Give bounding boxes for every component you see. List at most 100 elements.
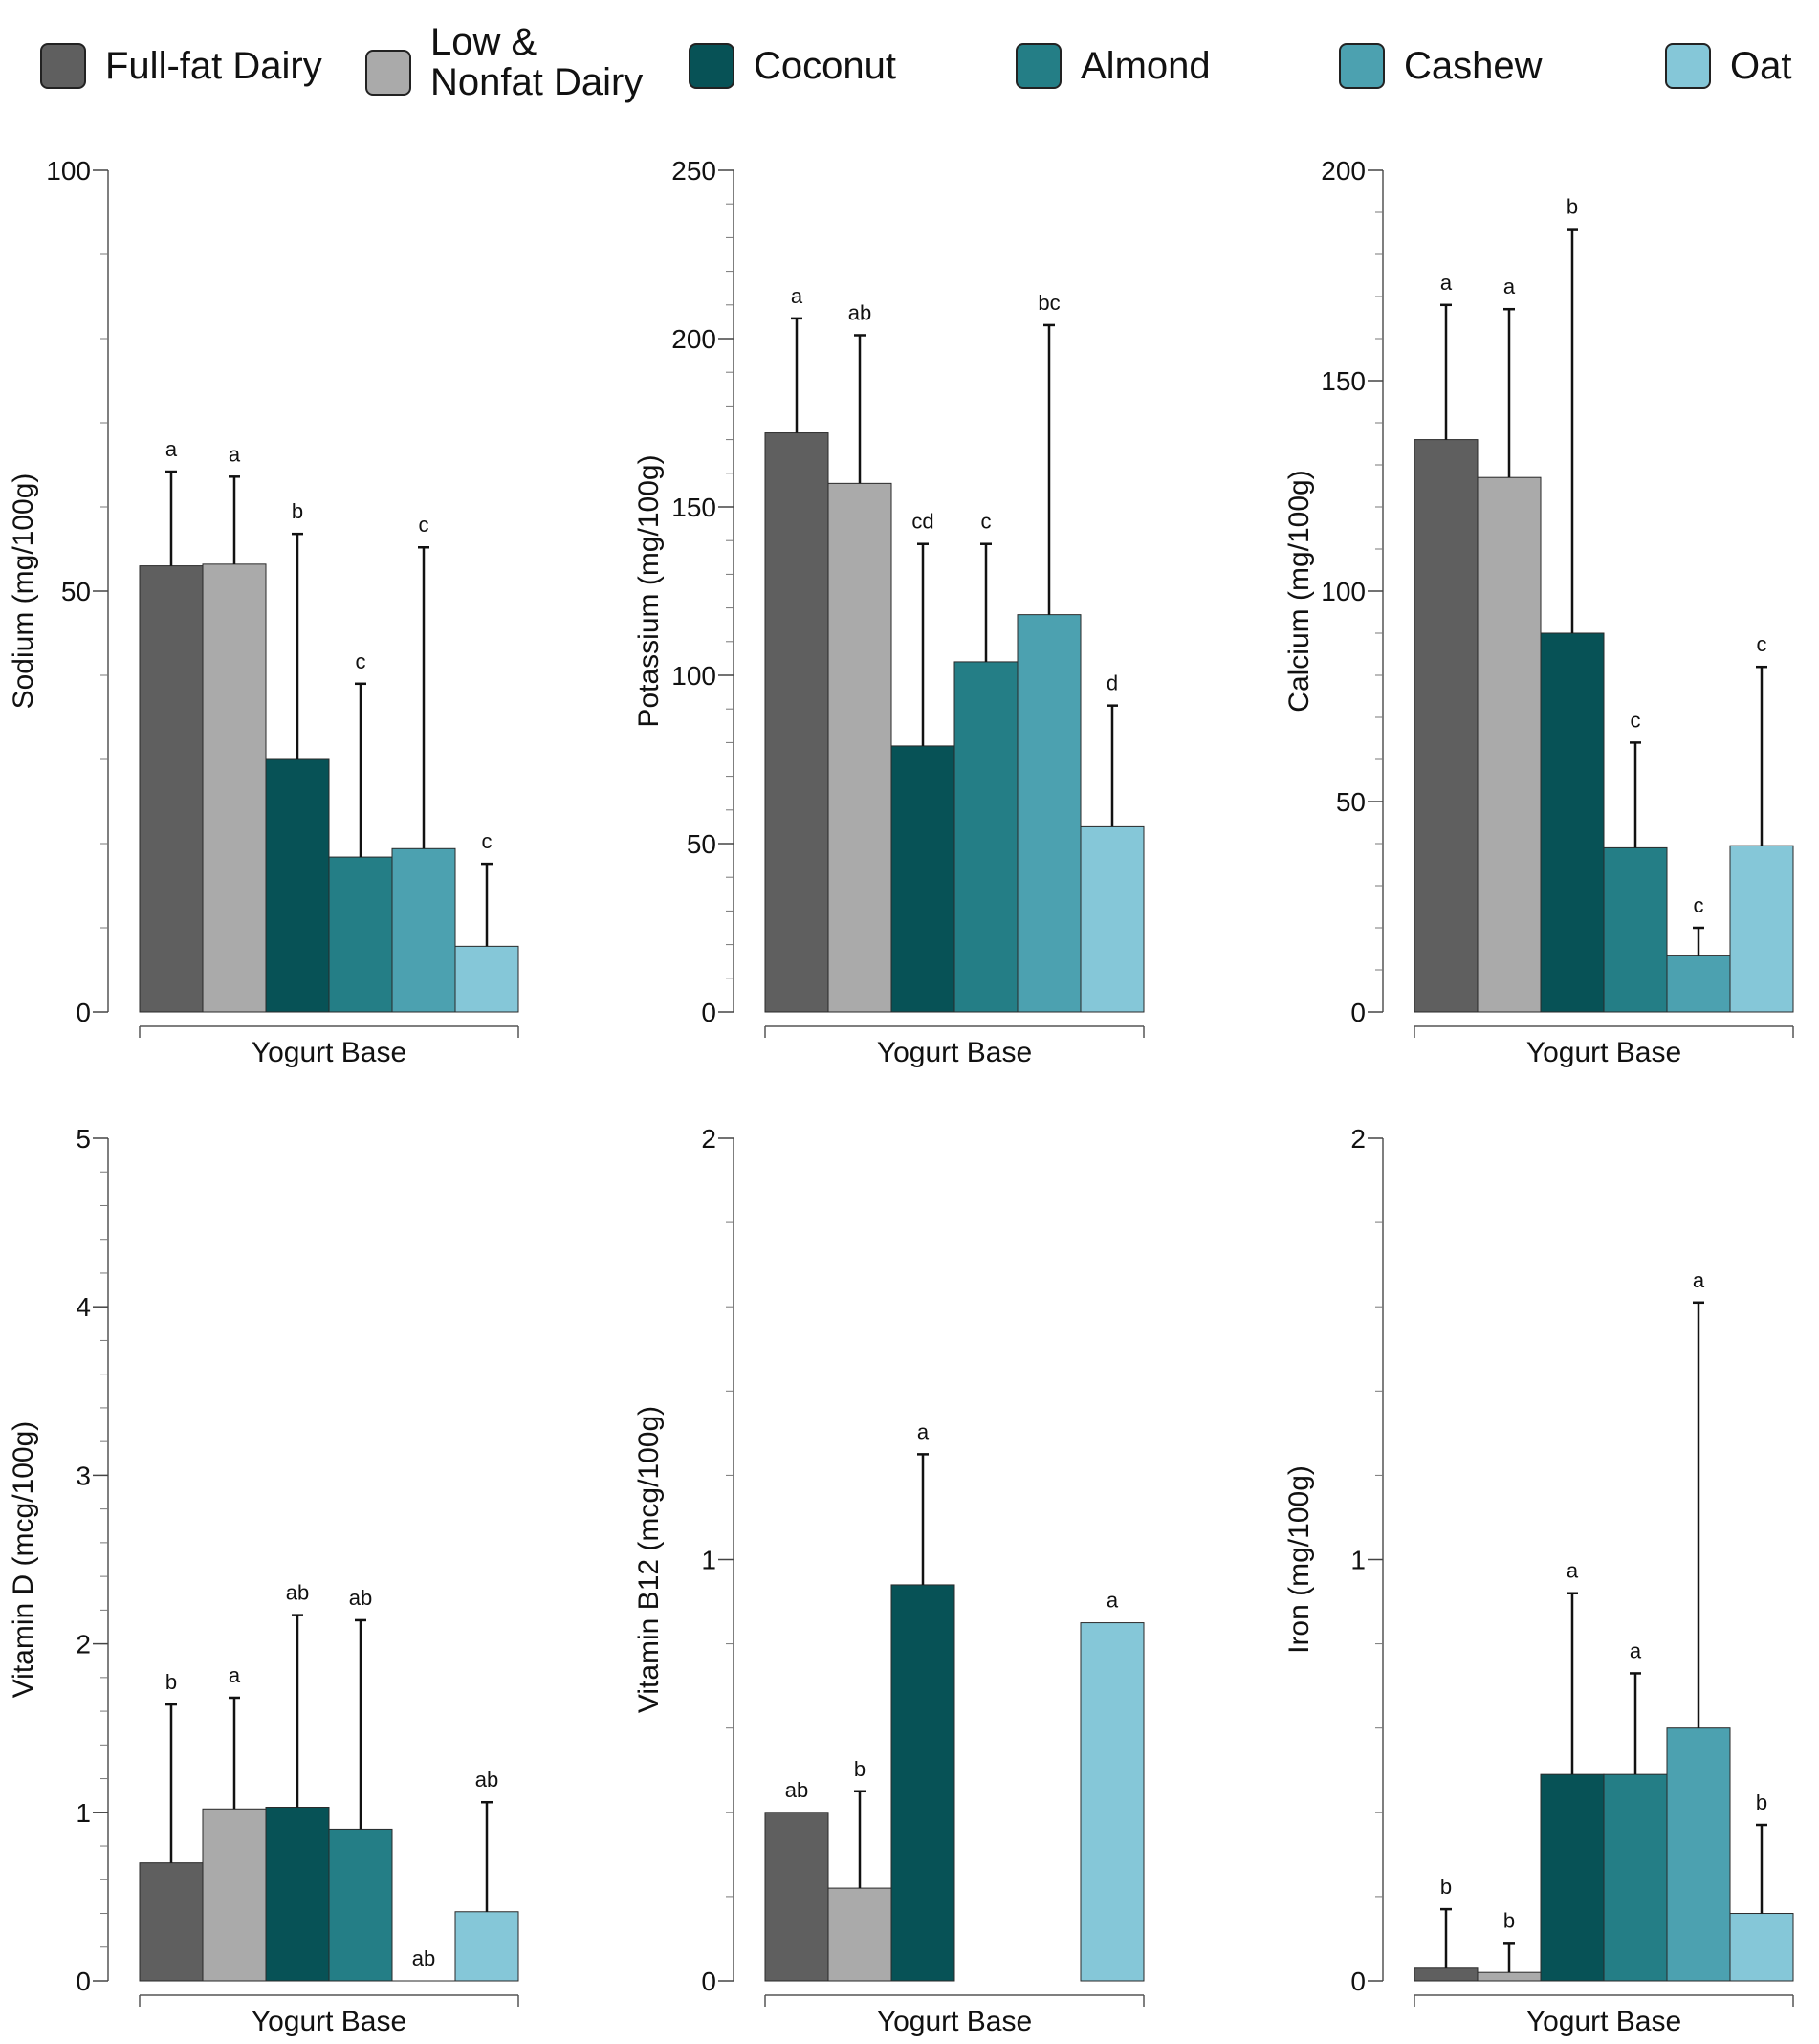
y-axis-label: Potassium (mg/100g): [633, 454, 665, 727]
legend-item: Almond: [1016, 43, 1211, 89]
bar: [1603, 846, 1668, 1013]
y-tick-label: 100: [671, 661, 716, 691]
legend-swatch: [1016, 43, 1062, 89]
significance-letter: a: [1693, 1268, 1705, 1292]
legend-label: Oat: [1730, 45, 1792, 87]
y-tick-label: 0: [76, 998, 91, 1027]
y-tick-label: 0: [76, 1967, 91, 1996]
bar: [827, 482, 892, 1013]
y-tick-label: 4: [76, 1292, 91, 1322]
legend-item: Low & Nonfat Dairy: [365, 22, 643, 102]
bar: [1729, 1913, 1794, 1982]
significance-letter: ab: [412, 1946, 435, 1970]
y-tick-label: 1: [701, 1546, 716, 1575]
y-tick-label: 3: [76, 1461, 91, 1490]
chart-panel: 0 1 2 Iron (mg/100g) b b a a a b Yogurt Base: [1283, 1124, 1794, 2037]
significance-letter: c: [1757, 632, 1767, 656]
significance-letter: bc: [1038, 291, 1060, 315]
x-axis-label: Yogurt Base: [252, 1037, 406, 1068]
bar: [1603, 1773, 1668, 1982]
bar: [1540, 1773, 1605, 1982]
legend-item: Full-fat Dairy: [40, 43, 322, 89]
significance-letter: a: [791, 284, 803, 308]
bar: [1080, 1622, 1145, 1982]
significance-letter: a: [229, 442, 241, 466]
significance-letter: c: [482, 829, 493, 853]
significance-letter: ab: [848, 300, 871, 324]
y-tick-label: 0: [1350, 998, 1366, 1027]
legend-label: Coconut: [754, 45, 896, 87]
y-tick-label: 50: [1336, 787, 1366, 817]
bar: [1666, 1727, 1731, 1982]
y-tick-label: 0: [1350, 1967, 1366, 1996]
chart-panel: 0 50 100 150 200 Calcium (mg/100g) a a b c c c Yogur…: [1283, 156, 1794, 1068]
significance-letter: a: [1503, 275, 1516, 298]
legend-item: Cashew: [1339, 43, 1543, 89]
y-axis-label: Iron (mg/100g): [1283, 1465, 1315, 1654]
bar: [1414, 439, 1479, 1013]
y-tick-label: 2: [76, 1630, 91, 1659]
bar: [202, 563, 267, 1013]
legend-swatch: [1339, 43, 1385, 89]
y-tick-label: 200: [671, 324, 716, 354]
significance-letter: ab: [475, 1768, 498, 1791]
y-tick-label: 2: [701, 1124, 716, 1154]
x-axis-label: Yogurt Base: [1526, 1037, 1681, 1068]
bar: [827, 1887, 892, 1982]
significance-letter: a: [1567, 1559, 1579, 1583]
y-tick-label: 1: [76, 1798, 91, 1828]
bar: [890, 745, 955, 1013]
bar: [1477, 476, 1542, 1013]
bar: [764, 1812, 829, 1982]
x-axis-label: Yogurt Base: [877, 2006, 1032, 2037]
y-tick-label: 100: [46, 156, 91, 186]
chart-panel: 0 1 2 3 4 5 Vitamin D (mcg/100g) b a ab ab ab ab Yogu…: [8, 1124, 519, 2037]
significance-letter: ab: [286, 1581, 309, 1605]
legend-swatch: [1665, 43, 1711, 89]
y-tick-label: 250: [671, 156, 716, 186]
y-tick-label: 200: [1321, 156, 1366, 186]
legend-swatch: [689, 43, 734, 89]
y-tick-label: 0: [701, 1967, 716, 1996]
significance-letter: c: [1694, 893, 1704, 917]
bar: [1080, 825, 1145, 1013]
legend-swatch: [365, 50, 411, 96]
chart-panel: 0 1 2 Vitamin B12 (mcg/100g) ab b a a Yogurt Bas…: [633, 1124, 1145, 2037]
legend-label: Almond: [1081, 45, 1211, 87]
significance-letter: a: [229, 1663, 241, 1687]
y-axis-label: Calcium (mg/100g): [1283, 470, 1315, 712]
y-axis-label: Vitamin D (mcg/100g): [8, 1421, 39, 1699]
bar: [953, 661, 1019, 1013]
y-tick-label: 50: [687, 829, 716, 859]
chart-panel: 0 50 100 Sodium (mg/100g) a a b c c c Yogurt Base: [8, 156, 519, 1068]
significance-letter: c: [356, 649, 366, 673]
bar: [1477, 1971, 1542, 1982]
legend-item: Coconut: [689, 43, 896, 89]
legend-item: Oat: [1665, 43, 1791, 89]
bar: [1666, 955, 1731, 1013]
bar: [454, 945, 519, 1013]
y-tick-label: 50: [61, 577, 91, 606]
significance-letter: d: [1107, 671, 1118, 695]
significance-letter: b: [165, 1670, 177, 1694]
bar: [139, 1862, 204, 1982]
significance-letter: ab: [785, 1778, 808, 1802]
bar: [328, 856, 393, 1013]
y-tick-label: 5: [76, 1124, 91, 1154]
y-tick-label: 2: [1350, 1124, 1366, 1154]
significance-letter: b: [1503, 1908, 1515, 1932]
x-axis-label: Yogurt Base: [252, 2006, 406, 2037]
y-tick-label: 150: [671, 493, 716, 522]
legend-label-line: Low &: [430, 21, 537, 63]
significance-letter: a: [1630, 1638, 1642, 1662]
bar: [391, 847, 456, 1013]
bar: [1017, 614, 1082, 1013]
legend-swatch: [40, 43, 86, 89]
y-tick-label: 150: [1321, 366, 1366, 396]
significance-letter: a: [1107, 1589, 1119, 1613]
significance-letter: ab: [349, 1586, 372, 1610]
significance-letter: b: [1567, 195, 1578, 219]
bar: [202, 1808, 267, 1982]
significance-letter: b: [1440, 1875, 1452, 1899]
